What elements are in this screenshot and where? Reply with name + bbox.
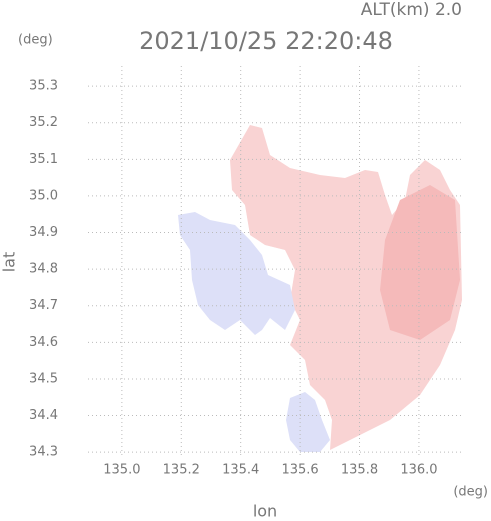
velocity-field [178, 125, 462, 452]
y-tick-label: 34.6 [29, 335, 58, 350]
y-tick-label: 34.9 [29, 225, 58, 240]
y-tick-label: 34.4 [29, 408, 58, 423]
y-tick-label: 34.5 [29, 371, 58, 386]
x-tick-label: 136.0 [400, 463, 437, 478]
x-tick-label: 135.0 [103, 463, 140, 478]
x-axis-label: lon [253, 502, 277, 521]
x-tick-label: 135.6 [281, 463, 318, 478]
negative-region-south [286, 392, 330, 452]
y-tick-label: 35.0 [29, 188, 58, 203]
y-tick-label: 34.7 [29, 298, 58, 313]
negative-region [178, 212, 295, 335]
x-unit: (deg) [453, 485, 488, 500]
x-tick-label: 135.4 [222, 463, 259, 478]
y-unit: (deg) [18, 33, 53, 48]
y-tick-label: 34.8 [29, 262, 58, 277]
axes: 135.0 135.2 135.4 135.6 135.8 136.0 34.3 34.4 34… [29, 66, 462, 478]
altitude-label: ALT(km) 2.0 [361, 0, 462, 20]
y-tick-label: 35.2 [29, 115, 58, 130]
y-tick-label: 35.3 [29, 79, 58, 94]
y-tick-label: 35.1 [29, 152, 58, 167]
x-tick-label: 135.2 [163, 463, 200, 478]
chart-title: 2021/10/25 22:20:48 [139, 27, 393, 55]
x-tick-label: 135.8 [341, 463, 378, 478]
y-axis-label: lat [0, 252, 19, 273]
y-tick-label: 34.3 [29, 445, 58, 460]
positive-strong [380, 185, 460, 340]
